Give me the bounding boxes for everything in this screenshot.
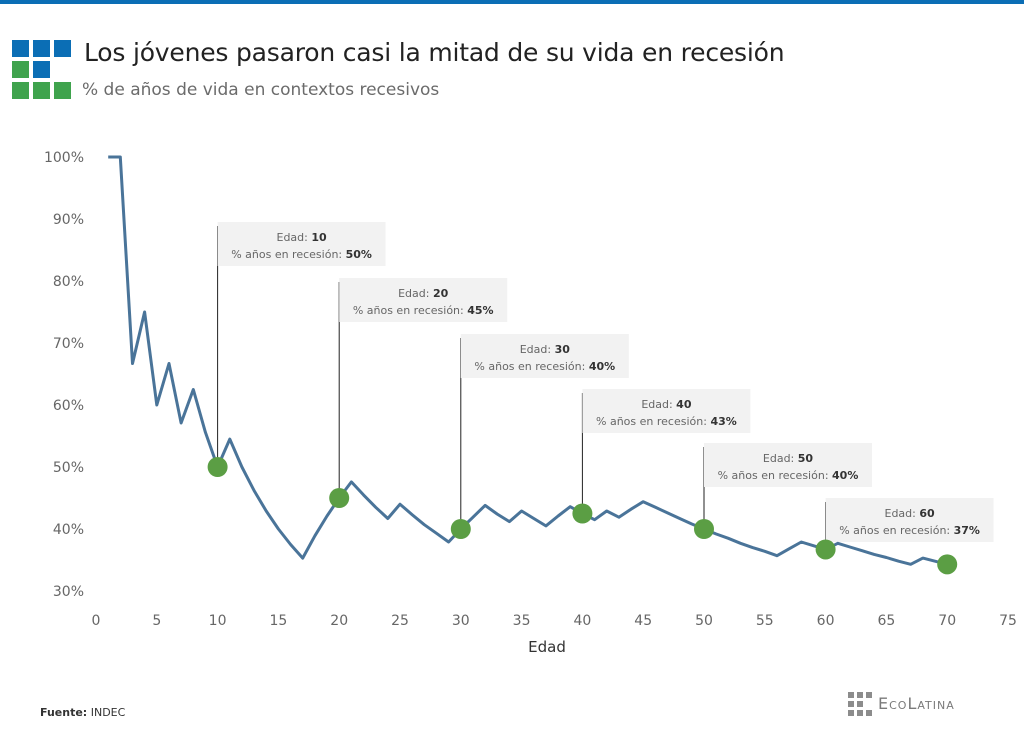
- highlight-point-marker: [329, 488, 350, 508]
- annotation-age-text: Edad: 10: [277, 231, 328, 244]
- x-tick-label: 75: [999, 613, 1017, 629]
- annotation-box: [217, 222, 386, 266]
- annotation-pct-text: % años en recesión: 50%: [231, 248, 372, 261]
- source-note: Fuente: INDEC: [40, 706, 125, 719]
- x-tick-label: 5: [152, 613, 161, 629]
- annotation-age-text: Edad: 20: [398, 287, 449, 300]
- x-tick-label: 65: [877, 613, 895, 629]
- x-tick-label: 60: [817, 613, 835, 629]
- y-tick-label: 30%: [53, 584, 84, 600]
- brand-logo-grid-icon: [12, 40, 72, 100]
- y-tick-label: 70%: [53, 336, 84, 352]
- x-tick-label: 40: [573, 613, 591, 629]
- series-group: [108, 155, 948, 566]
- highlight-point-marker: [937, 554, 958, 575]
- series-line: [108, 155, 948, 566]
- annotation-box: [460, 334, 629, 378]
- x-tick-label: 20: [330, 613, 348, 629]
- source-value: INDEC: [90, 706, 126, 719]
- annotation-pct-text: % años en recesión: 40%: [718, 469, 859, 482]
- chart-title: Los jóvenes pasaron casi la mitad de su …: [84, 38, 785, 67]
- x-axis-label: Edad: [528, 638, 566, 656]
- annotation-box: [582, 389, 751, 433]
- annotation-age-text: Edad: 30: [520, 343, 571, 356]
- highlight-point-marker: [815, 539, 836, 560]
- x-tick-label: 45: [634, 613, 652, 629]
- x-tick-label: 50: [695, 613, 713, 629]
- y-tick-label: 40%: [53, 522, 84, 538]
- highlight-point-marker: [694, 519, 714, 539]
- x-tick-label: 55: [756, 613, 774, 629]
- annotation-pct-text: % años en recesión: 40%: [474, 360, 615, 373]
- highlight-point-marker: [207, 457, 228, 477]
- annotation-pct-text: % años en recesión: 43%: [596, 415, 737, 428]
- y-tick-label: 90%: [53, 212, 84, 228]
- x-tick-label: 0: [92, 613, 101, 629]
- annotation-box: [704, 443, 872, 487]
- y-tick-label: 50%: [53, 460, 84, 476]
- annotation-box: [825, 498, 994, 542]
- markers-group: [207, 457, 958, 575]
- y-axis: 30% 40% 50% 60% 70% 80% 90% 100%: [44, 150, 84, 600]
- x-axis: 0 5 10 15 20 25 30 35 40 45 50 55 60 65 70 75: [92, 613, 1017, 629]
- x-tick-label: 25: [391, 613, 409, 629]
- y-tick-label: 80%: [53, 274, 84, 290]
- x-tick-label: 35: [513, 613, 531, 629]
- annotation-pct-text: % años en recesión: 45%: [353, 304, 494, 317]
- top-accent-bar: [0, 0, 1024, 4]
- x-tick-label: 30: [452, 613, 470, 629]
- annotation-box: [339, 278, 508, 322]
- highlight-point-marker: [450, 519, 471, 539]
- y-tick-label: 60%: [53, 398, 84, 414]
- annotation-age-text: Edad: 60: [885, 507, 936, 520]
- highlight-point-marker: [572, 503, 593, 524]
- brand-mark-icon: [848, 692, 872, 716]
- annotation-age-text: Edad: 40: [641, 398, 692, 411]
- y-tick-label: 100%: [44, 150, 84, 166]
- annotation-age-text: Edad: 50: [763, 452, 814, 465]
- x-tick-label: 70: [938, 613, 956, 629]
- x-tick-label: 15: [269, 613, 287, 629]
- chart-subtitle: % de años de vida en contextos recesivos: [82, 80, 440, 100]
- x-tick-label: 10: [209, 613, 227, 629]
- annotations: Edad: 10 % años en recesión: 50% Edad: 20%…: [217, 222, 994, 550]
- source-label: Fuente:: [40, 706, 88, 719]
- brand-name: EcoLatina: [878, 694, 955, 713]
- annotation-pct-text: % años en recesión: 37%: [839, 524, 980, 537]
